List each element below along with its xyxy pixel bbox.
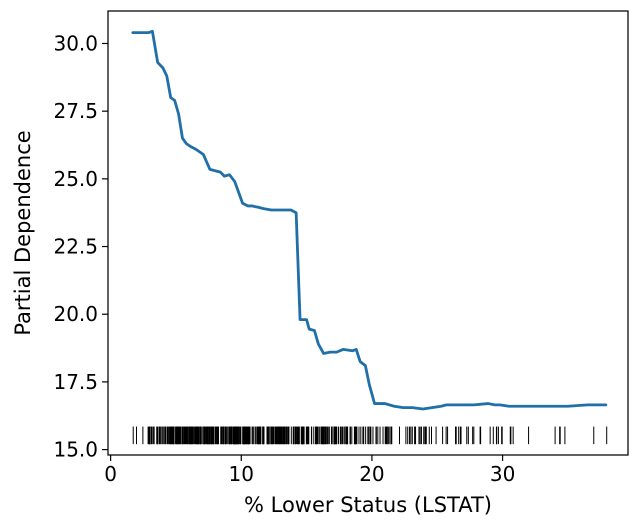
y-tick-label: 20.0 — [53, 302, 98, 326]
x-tick-label: 10 — [229, 462, 254, 486]
y-axis-label: Partial Dependence — [11, 130, 35, 335]
x-tick-label: 0 — [104, 462, 117, 486]
partial-dependence-line — [131, 29, 608, 411]
plot-frame — [107, 10, 629, 456]
x-axis-ticks: 0 10 20 30 — [104, 455, 515, 486]
y-tick-label: 27.5 — [53, 99, 98, 123]
x-tick-label: 30 — [490, 462, 515, 486]
y-tick-label: 25.0 — [53, 167, 98, 191]
y-tick-label: 30.0 — [53, 31, 98, 55]
rug-marks — [132, 426, 608, 445]
x-tick-label: 20 — [359, 462, 384, 486]
y-axis-ticks: 15.0 17.5 20.0 22.5 25.0 27.5 30.0 — [53, 31, 108, 462]
y-tick-label: 15.0 — [53, 438, 98, 462]
x-axis-label: % Lower Status (LSTAT) — [244, 493, 492, 517]
y-tick-label: 22.5 — [53, 235, 98, 259]
y-tick-label: 17.5 — [53, 370, 98, 394]
series-layer — [131, 29, 608, 411]
